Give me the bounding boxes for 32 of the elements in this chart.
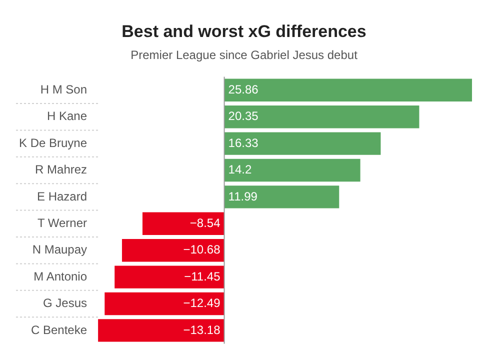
y-tick-label: C Benteke (30, 322, 88, 337)
y-tick-label: M Antonio (34, 269, 88, 284)
data-label: 14.2 (228, 162, 252, 177)
bar (224, 158, 360, 182)
chart-subtitle: Premier League since Gabriel Jesus debut (130, 48, 358, 62)
data-label: −11.45 (184, 269, 221, 284)
chart-title: Best and worst xG differences (122, 22, 366, 41)
bar (142, 212, 224, 235)
data-label: 25.86 (228, 82, 259, 96)
y-tick-label: K De Bruyne (18, 136, 88, 150)
data-label: 16.33 (228, 136, 259, 150)
data-label: −10.68 (183, 242, 221, 257)
bar (224, 78, 472, 102)
y-tick-label: H M Son (40, 82, 88, 96)
y-tick-label: N Maupay (32, 242, 88, 257)
data-label: −12.49 (183, 296, 221, 310)
data-label: −13.18 (183, 322, 221, 337)
bar (224, 132, 381, 155)
data-label: −8.54 (190, 216, 221, 230)
bar (98, 319, 224, 342)
data-label: 20.35 (228, 109, 259, 124)
bar (224, 186, 340, 208)
y-tick-label: H Kane (47, 109, 88, 124)
y-tick-label: R Mahrez (35, 162, 88, 177)
bar (224, 106, 420, 128)
y-tick-label: T Werner (37, 216, 88, 230)
data-label: 11.99 (228, 189, 258, 204)
y-tick-label: G Jesus (43, 296, 88, 310)
bar (104, 292, 224, 316)
y-tick-label: E Hazard (37, 189, 88, 204)
bar (114, 266, 224, 288)
bar (122, 239, 224, 262)
